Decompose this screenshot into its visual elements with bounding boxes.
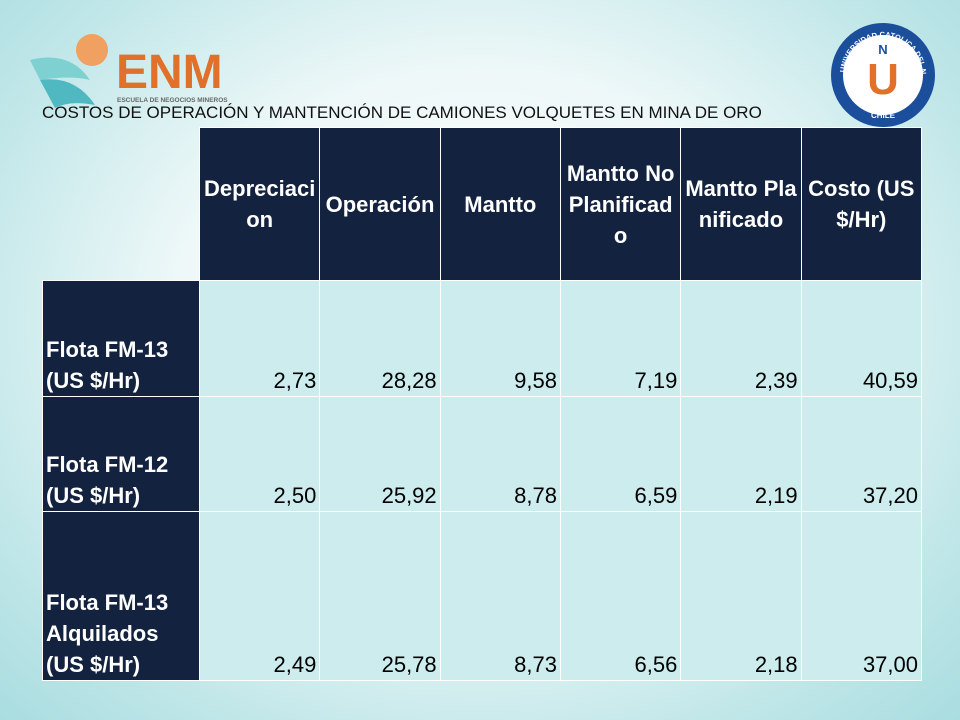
table-row: Flota FM-13 Alquilados (US $/Hr) 2,49 25,7…: [42, 511, 923, 681]
header-row: Depreciacion Operación Mantto Mantto No Pla…: [43, 127, 923, 281]
value-cell: 8,73: [439, 511, 561, 681]
logo-subtitle: ESCUELA DE NEGOCIOS MINEROS: [117, 97, 228, 104]
value-cell: 6,56: [559, 511, 682, 681]
value-cell: 8,78: [439, 396, 561, 512]
value-cell: 40,59: [800, 280, 923, 397]
header-cell: Depreciacion: [198, 127, 321, 281]
logo-band: [831, 23, 935, 127]
logo-sun: [76, 34, 108, 66]
value-cell: 28,28: [319, 280, 441, 397]
table-row: Flota FM-12 (US $/Hr) 2,50 25,92 8,78 6,59 2,…: [42, 396, 923, 512]
value-cell: 2,19: [680, 396, 802, 512]
enm-logo: ENM ESCUELA DE NEGOCIOS MINEROS: [30, 34, 228, 108]
logo-wave: [40, 79, 95, 108]
value-cell: 9,58: [439, 280, 561, 397]
value-cell: 25,78: [319, 511, 441, 681]
value-cell: 37,20: [800, 396, 923, 512]
value-cell: 2,50: [198, 396, 321, 512]
header-cell: Mantto: [439, 127, 561, 281]
logo-country: CHILE: [871, 111, 896, 120]
header-cell: Mantto Planificado: [680, 127, 802, 281]
value-cell: 7,19: [559, 280, 682, 397]
value-cell: 2,39: [680, 280, 802, 397]
table-row: Flota FM-13 (US $/Hr) 2,73 28,28 9,58 7,19 2,…: [42, 280, 923, 397]
value-cell: 25,92: [319, 396, 441, 512]
corner-cell: [43, 128, 200, 281]
value-cell: 6,59: [559, 396, 682, 512]
value-cell: 2,49: [198, 511, 321, 681]
header-cell: Operación: [319, 127, 441, 281]
header-cell: Mantto No Planificado: [559, 127, 682, 281]
logo-u: U: [867, 55, 899, 104]
row-header: Flota FM-13 (US $/Hr): [42, 280, 200, 397]
ucn-logo: UNIVERSIDAD CATOLICA DEL NORTE CHILE U N: [828, 20, 935, 127]
logo-name: ENM: [116, 46, 223, 99]
cost-table: Depreciacion Operación Mantto Mantto No Pla…: [42, 127, 923, 681]
slide-title: COSTOS DE OPERACIÓN Y MANTENCIÓN DE CAMI…: [42, 103, 762, 122]
header-cell: Costo (US $/Hr): [800, 127, 923, 281]
row-header: Flota FM-13 Alquilados (US $/Hr): [42, 511, 200, 681]
value-cell: 2,18: [680, 511, 802, 681]
logo-n: N: [878, 42, 887, 57]
value-cell: 37,00: [800, 511, 923, 681]
row-header: Flota FM-12 (US $/Hr): [42, 396, 200, 512]
value-cell: 2,73: [198, 280, 321, 397]
logo-wave: [30, 57, 90, 80]
table-body: Flota FM-13 (US $/Hr) 2,73 28,28 9,58 7,19 2,…: [42, 280, 923, 681]
